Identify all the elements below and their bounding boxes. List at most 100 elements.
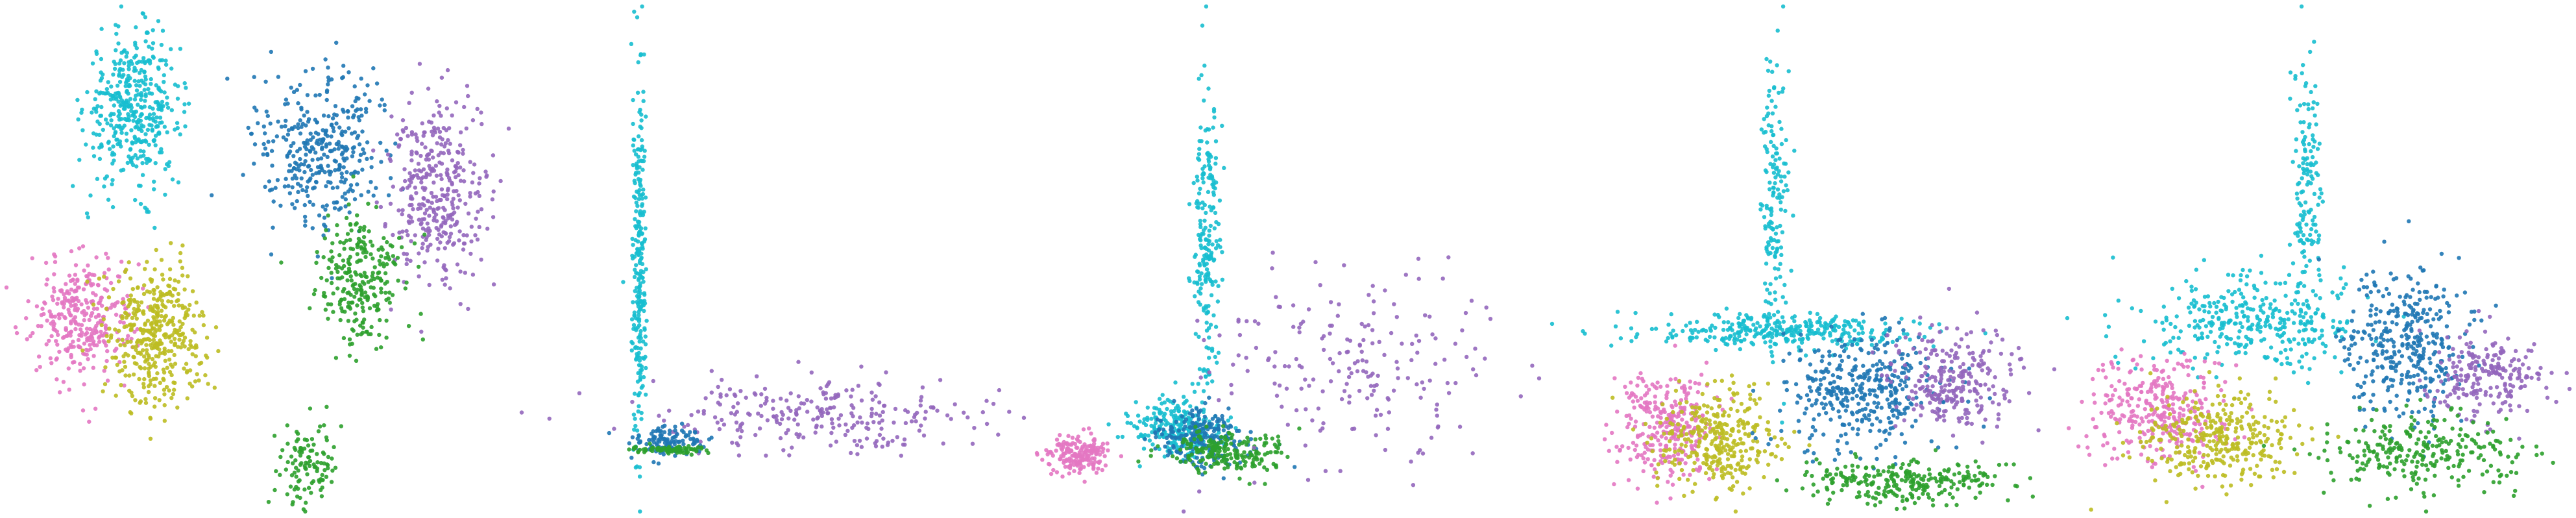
scatter-point — [1321, 421, 1326, 426]
scatter-point — [326, 65, 330, 70]
scatter-point — [631, 300, 635, 304]
scatter-point — [421, 134, 426, 138]
scatter-point — [1766, 68, 1771, 73]
scatter-point — [1236, 319, 1241, 324]
scatter-point — [368, 240, 373, 244]
scatter-point — [1775, 310, 1780, 314]
scatter-point — [150, 129, 154, 133]
scatter-point — [80, 107, 84, 112]
scatter-point — [333, 465, 338, 470]
scatter-point — [685, 450, 689, 455]
scatter-point — [111, 286, 115, 291]
scatter-point — [53, 260, 58, 264]
scatter-point — [188, 339, 193, 343]
scatter-point — [118, 343, 123, 347]
scatter-point — [385, 251, 390, 256]
scatter-point — [34, 304, 40, 309]
scatter-point — [1374, 408, 1379, 412]
scatter-point — [402, 167, 407, 171]
scatter-point — [662, 430, 667, 434]
scatter-point — [433, 164, 439, 168]
scatter-point — [1613, 324, 1618, 328]
scatter-point — [448, 224, 453, 228]
scatter-point — [91, 341, 95, 346]
scatter-point — [638, 332, 642, 337]
scatter-point — [156, 131, 161, 136]
scatter-point — [1212, 226, 1217, 230]
scatter-points-1 — [4, 4, 511, 514]
scatter-point — [378, 317, 382, 323]
scatter-point — [1768, 59, 1773, 64]
scatter-point — [139, 97, 143, 102]
scatter-point — [640, 203, 644, 208]
scatter-point — [409, 158, 414, 163]
scatter-point — [159, 150, 164, 154]
scatter-point — [171, 323, 176, 327]
scatter-point — [666, 445, 672, 449]
scatter-point — [190, 384, 195, 389]
scatter-point — [1084, 447, 1089, 452]
scatter-point — [39, 324, 43, 328]
scatter-point — [88, 347, 93, 352]
scatter-point — [108, 280, 114, 286]
scatter-point — [1282, 364, 1287, 369]
scatter-point — [1549, 321, 1555, 327]
scatter-point — [1250, 452, 1254, 458]
scatter-point — [1208, 323, 1213, 327]
scatter-point — [133, 125, 138, 130]
scatter-point — [1303, 443, 1307, 448]
scatter-point — [361, 309, 366, 314]
scatter-point — [319, 494, 324, 499]
scatter-point — [832, 405, 836, 410]
scatter-point — [162, 403, 167, 408]
scatter-point — [659, 429, 663, 434]
scatter-point — [98, 78, 103, 83]
scatter-point — [637, 134, 641, 139]
scatter-point — [1771, 227, 1775, 231]
scatter-point — [1631, 441, 1636, 445]
scatter-point — [1813, 330, 1817, 336]
scatter-point — [147, 105, 152, 110]
scatter-point — [342, 247, 346, 251]
scatter-point — [636, 449, 640, 454]
scatter-point — [632, 310, 637, 315]
scatter-point — [1089, 431, 1093, 436]
scatter-point — [1635, 433, 1640, 438]
scatter-point — [1262, 465, 1267, 470]
scatter-point — [1204, 252, 1209, 257]
scatter-point — [1285, 454, 1290, 460]
scatter-point — [172, 304, 176, 308]
scatter-point — [631, 323, 637, 327]
scatter-point — [145, 260, 149, 264]
scatter-point — [1199, 73, 1204, 78]
scatter-point — [338, 317, 343, 323]
scatter-point — [1652, 425, 1657, 430]
scatter-point — [318, 424, 322, 429]
scatter-point — [1323, 469, 1328, 473]
scatter-point — [1789, 268, 1793, 273]
scatter-point — [1153, 430, 1158, 435]
scatter-point — [1267, 356, 1271, 361]
scatter-point — [1636, 375, 1641, 380]
scatter-point — [471, 171, 476, 175]
scatter-point — [85, 279, 90, 284]
scatter-point — [331, 291, 335, 296]
scatter-point — [346, 319, 351, 323]
scatter-point — [43, 301, 47, 306]
scatter-point — [1744, 327, 1749, 331]
scatter-point — [155, 305, 160, 310]
scatter-point — [79, 110, 84, 115]
scatter-point — [1211, 258, 1216, 263]
scatter-point — [641, 99, 646, 103]
scatter-point — [326, 114, 331, 119]
scatter-point — [1629, 339, 1634, 343]
scatter-point — [299, 461, 304, 465]
scatter-point — [1693, 380, 1697, 386]
scatter-point — [289, 85, 293, 90]
scatter-point — [1394, 315, 1399, 319]
scatter-point — [733, 393, 738, 398]
scatter-point — [720, 377, 724, 382]
scatter-point — [1087, 456, 1091, 462]
scatter-point — [1291, 303, 1296, 308]
scatter-point — [266, 140, 271, 144]
